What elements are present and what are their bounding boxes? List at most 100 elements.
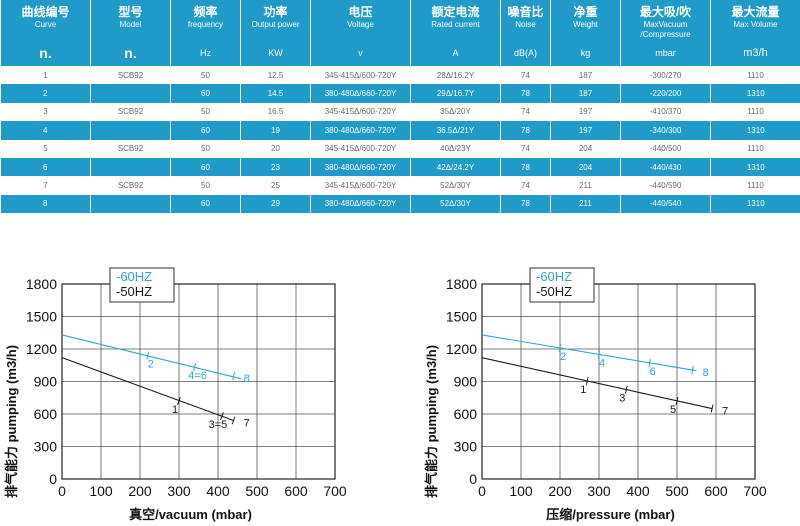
table-cell: SCB92 [90,139,171,158]
header-cn-8: 最大吸/吹 [620,0,711,20]
table-row: 3 SCB92 50 16.5 345-415Δ/600-720Y 35Δ/20Y 74 19… [0,102,800,122]
table-cell: 197 [550,121,621,140]
header-en-7: Weight [550,20,621,40]
vacuum-chart-svg: 0 100 200 300 400 500 600 700 0 300 600 900 1200 1500… [4,267,347,522]
table-cell: 1310 [710,84,800,103]
series-point-label: 3 [619,393,625,405]
table-cell: 3 [0,102,91,122]
x-axis-title: 压缩/pressure (mbar) [546,507,675,522]
table-row: 5 SCB92 50 20 345-415Δ/600-720Y 40Δ/23Y 74 204-… [0,139,800,158]
series-point-mark [597,350,601,359]
table-cell: -300/270 [620,66,711,85]
vacuum-chart: 0 100 200 300 400 500 600 700 0 300 600 900 1200 1500… [0,246,360,526]
table-cell: 16.5 [240,102,311,122]
y-axis-title: 排气能力 pumping (m3/h) [4,345,19,498]
table-cell: 345-415Δ/600-720Y [310,102,411,122]
table-cell: 60 [170,84,241,103]
table-cell: 74 [500,66,551,85]
series-point-label: 2 [148,359,154,371]
x-tick-label: 0 [478,483,486,499]
y-tick-label: 900 [454,374,478,390]
table-cell: 14.5 [240,84,311,103]
header-unit-0: n. [0,40,91,66]
header-unit-5: A [410,40,501,66]
x-tick-label: 500 [245,483,269,499]
y-axis-title: 排气能力 pumping (m3/h) [424,345,439,498]
table-cell: 35Δ/20Y [410,102,501,122]
table-cell: 60 [170,194,241,214]
table-cell: 6 [0,157,91,177]
table-cell: 23 [240,157,311,177]
table-cell: SCB92 [90,66,171,85]
table-cell: 1110 [710,102,800,122]
table-cell: 5 [0,139,91,158]
series-point-mark [691,366,694,375]
x-tick-label: 0 [58,483,66,499]
x-tick-label: 300 [167,483,191,499]
table-row: 7 SCB92 50 25 345-415Δ/600-720Y 52Δ/30Y 74 211-… [0,176,800,195]
table-cell: 52Δ/30Y [410,194,501,214]
table-cell: 1110 [710,139,800,158]
series-point-label: 4 [599,357,605,369]
series-point-mark [675,396,679,406]
header-row-cn: 曲线编号 型号 频率 功率 电压 额定电流 噪音比 净重 最大吸/吹 最大流量 [0,0,800,20]
series-point-mark [232,372,236,381]
series-point-mark [146,351,150,360]
table-cell: 204 [550,139,621,158]
header-unit-9: m3/h [710,40,800,66]
header-unit-4: v [310,40,411,66]
header-cn-0: 曲线编号 [0,0,91,20]
series-point-label: 1 [172,404,178,416]
y-tick-label: 600 [34,406,58,422]
header-unit-7: kg [550,40,621,66]
table-cell: 7 [0,176,91,195]
table-cell: 50 [170,102,241,122]
header-cn-label: 噪音比 [507,5,544,19]
header-en-8: MaxVacuum /Compressure [620,20,711,40]
table-cell: 50 [170,176,241,195]
table-cell: 50 [170,139,241,158]
table-cell: SCB92 [90,176,171,195]
header-cn-label: 额定电流 [431,5,480,19]
series-point-label: 3=5 [209,419,228,431]
table-cell: 1 [0,66,91,85]
table-cell: 42Δ/24.2Y [410,157,501,177]
x-tick-label: 300 [587,483,611,499]
table-cell: 2 [0,84,91,103]
table-cell: 1310 [710,194,800,214]
y-tick-label: 0 [469,471,477,487]
header-unit-8: mbar [620,40,711,66]
table-cell: SCB92 [90,102,171,122]
table-cell: 211 [550,176,621,195]
table-cell: 197 [550,102,621,122]
header-cn-label: 净重 [573,5,598,19]
table-cell: -220/200 [620,84,711,103]
y-tick-label: 1200 [26,341,57,357]
header-cn-label: 最大流量 [731,5,780,19]
pressure-chart-svg: 0 100 200 300 400 500 600 700 0 300 600 900 1200 1500… [424,267,767,522]
y-tick-label: 1500 [446,309,477,325]
table-cell: 74 [500,139,551,158]
header-en-5: Rated current [410,20,501,40]
series-point-mark [220,412,224,421]
table-cell: 74 [500,176,551,195]
header-en-3: Output power [240,20,311,40]
x-tick-label: 600 [284,483,308,499]
table-cell: 29 [240,194,311,214]
table-cell [90,157,171,177]
series-point-mark [624,385,628,394]
y-tick-label: 1500 [26,309,57,325]
series-line-0 [61,334,242,380]
y-tick-label: 1800 [446,276,477,292]
table-cell: 1310 [710,157,800,177]
header-cn-label: 功率 [263,5,288,19]
table-cell: 380-480Δ/660-720Y [310,194,411,214]
series-point-mark [231,416,236,425]
x-tick-label: 600 [704,483,728,499]
series-point-mark [710,404,714,413]
table-cell: 50 [170,66,241,85]
table-cell: -440/590 [620,176,711,195]
series-line-0 [481,334,697,372]
x-tick-label: 700 [323,483,347,499]
y-tick-label: 600 [454,406,478,422]
